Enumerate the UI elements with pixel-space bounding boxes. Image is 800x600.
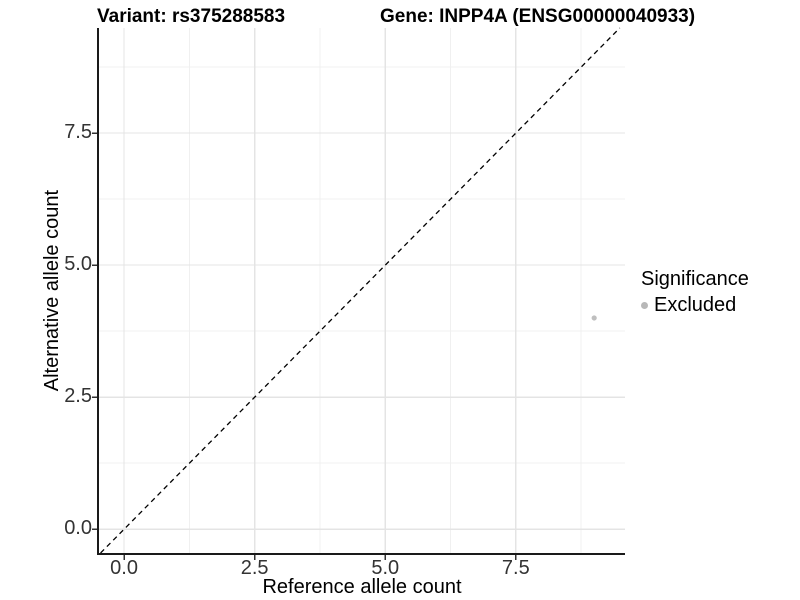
legend-item: Excluded [641, 293, 749, 317]
legend-point-marker-icon [641, 301, 648, 309]
y-tick-label: 2.5 [64, 385, 92, 408]
x-tick-label: 7.5 [501, 557, 530, 579]
data-point [591, 315, 597, 321]
x-tick-label: 5.0 [371, 557, 400, 579]
y-tick-label: 5.0 [64, 253, 92, 276]
y-axis-label: Alternative allele count [40, 189, 63, 392]
y-tick-label: 0.0 [64, 517, 92, 540]
y-axis-label-wrap: Alternative allele count [40, 28, 64, 553]
x-tick-label: 0.0 [110, 557, 138, 579]
legend-title: Significance [641, 268, 749, 290]
plot-title-gene: Gene: INPP4A (ENSG00000040933) [380, 6, 696, 27]
x-axis-label: Reference allele count [262, 576, 462, 598]
legend: Significance Excluded [641, 267, 749, 317]
plot-title-variant: Variant: rs375288583 [97, 6, 286, 27]
legend-item-label: Excluded [654, 294, 737, 316]
x-tick-label: 2.5 [240, 557, 269, 579]
y-tick-label: 7.5 [64, 121, 92, 144]
identity-dashed-line [100, 27, 621, 554]
